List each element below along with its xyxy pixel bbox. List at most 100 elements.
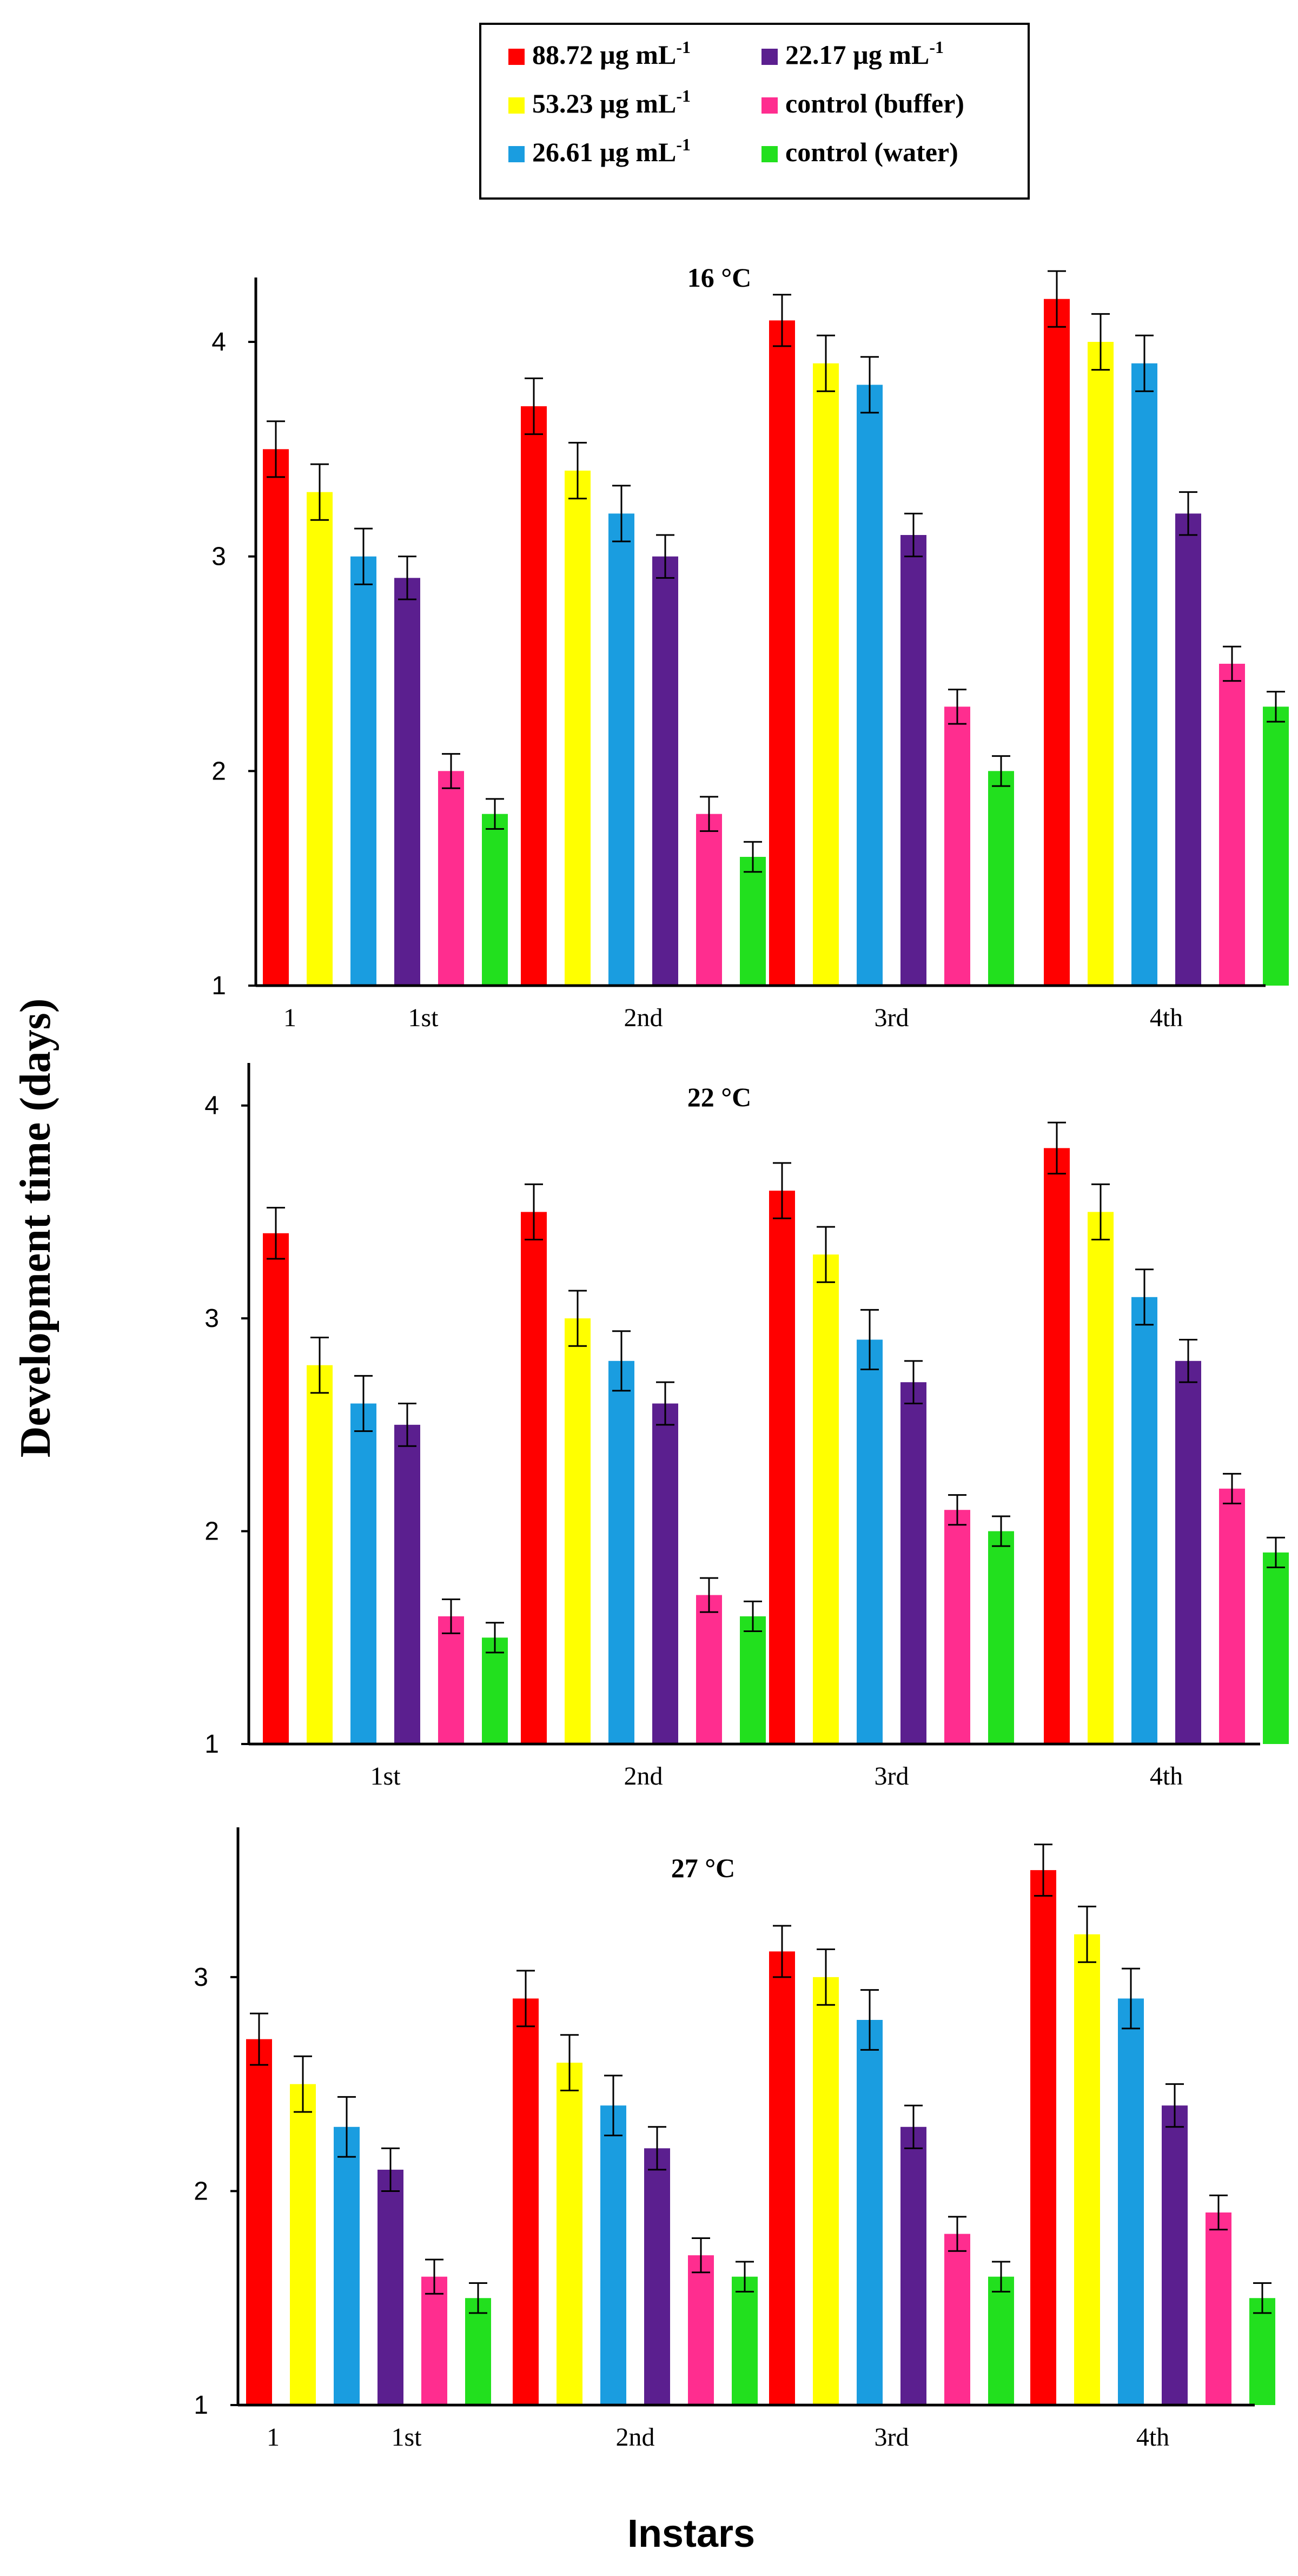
bar (769, 320, 795, 986)
bar (944, 1510, 970, 1744)
bar (1131, 1297, 1157, 1744)
bar (696, 1595, 722, 1744)
bar (438, 771, 464, 986)
legend-label-sup: -1 (929, 37, 944, 57)
bar (394, 1424, 420, 1744)
bar (513, 1998, 539, 2405)
y-tick-label: 1 (211, 972, 226, 1000)
bar (1162, 2105, 1188, 2405)
bar (740, 1616, 766, 1744)
legend-label-sup: -1 (676, 37, 691, 57)
x-tick-label: 2nd (616, 2423, 655, 2452)
legend-swatch (508, 97, 525, 114)
bar (1131, 363, 1157, 986)
x-tick-label: 4th (1150, 1762, 1183, 1791)
y-tick-label: 3 (204, 1304, 219, 1333)
x-tick-label: 1st (370, 1762, 401, 1791)
bar (900, 2126, 926, 2405)
legend-label: 53.23 µg mL-1 (532, 86, 691, 118)
bar (857, 1339, 883, 1744)
panel-title: 27 °C (671, 1853, 736, 1883)
y-tick-label: 3 (194, 1963, 208, 1992)
bar (465, 2298, 491, 2405)
bar (1263, 706, 1289, 986)
y-tick-label: 2 (194, 2177, 208, 2205)
legend: 88.72 µg mL-1 22.17 µg mL-1 53.23 µg mL-1 c… (479, 23, 1030, 200)
bar (652, 1403, 678, 1744)
panel-title: 16 °C (687, 262, 752, 293)
bar (350, 556, 376, 986)
bar (740, 857, 766, 986)
bar (813, 1254, 839, 1744)
legend-label: control (water) (785, 137, 958, 167)
x-axis-label: Instars (627, 2512, 755, 2555)
panel-title: 22 °C (687, 1082, 752, 1112)
bar (644, 2148, 670, 2405)
legend-swatch (761, 146, 778, 162)
bar (857, 2020, 883, 2405)
bar (1249, 2298, 1275, 2405)
bar (438, 1616, 464, 1744)
legend-label: 26.61 µg mL-1 (532, 135, 691, 167)
bar (557, 2063, 582, 2405)
bar (1118, 1998, 1144, 2405)
bar (1175, 1360, 1201, 1744)
x-tick-label: 1st (408, 1003, 439, 1032)
x-tick-label: 4th (1150, 1003, 1183, 1032)
y-tick-label: 1 (194, 2391, 208, 2420)
y-tick-label: 4 (204, 1092, 219, 1120)
bar (521, 1212, 547, 1744)
x-tick-label: 3rd (875, 2423, 909, 2452)
legend-swatch (761, 97, 778, 114)
x-tick-label: 3rd (875, 1762, 909, 1791)
bar (813, 1977, 839, 2405)
legend-swatch (508, 49, 525, 65)
bar (608, 1360, 634, 1744)
x-tick-label: 3rd (875, 1003, 909, 1032)
bar (944, 706, 970, 986)
bar (482, 1637, 508, 1744)
bar (334, 2126, 360, 2405)
bar (988, 1531, 1014, 1744)
bar (1044, 1148, 1070, 1744)
bar (1219, 1488, 1245, 1744)
y-tick-label: 2 (204, 1517, 219, 1546)
legend-label-sup: -1 (676, 86, 691, 105)
bar (1175, 513, 1201, 986)
bar (769, 1951, 795, 2405)
bar (1263, 1552, 1289, 1744)
chart-panel: 1 2 3 4 1st 2nd 3rd 4th 1 16 °C (211, 262, 1289, 1032)
bar (307, 1365, 333, 1744)
bar (988, 2276, 1014, 2405)
bar (263, 1233, 289, 1744)
bar (350, 1403, 376, 1744)
bar (1088, 342, 1114, 986)
y-tick-label: 2 (211, 757, 226, 785)
bar (1030, 1870, 1056, 2405)
bar (696, 814, 722, 986)
bar (421, 2276, 447, 2405)
legend-label: control (buffer) (785, 88, 964, 118)
y-tick-label: 4 (211, 328, 226, 356)
bar (732, 2276, 758, 2405)
bar (565, 1318, 591, 1744)
chart-panel: 1 2 3 1st 2nd 3rd 4th 1 27 °C (194, 1827, 1275, 2452)
bar (307, 492, 333, 986)
legend-label: 88.72 µg mL-1 (532, 37, 691, 70)
bar (394, 578, 420, 986)
y-tick-label: 3 (211, 543, 226, 571)
bar (1206, 2212, 1231, 2405)
x-tick-label-extra: 1 (267, 2423, 280, 2452)
legend-swatch (761, 49, 778, 65)
bar (988, 771, 1014, 986)
bar (1044, 299, 1070, 986)
x-tick-label: 4th (1136, 2423, 1169, 2452)
bar (1088, 1212, 1114, 1744)
bar (944, 2234, 970, 2405)
bar (290, 2084, 316, 2405)
bar (857, 385, 883, 986)
x-tick-label: 2nd (624, 1762, 663, 1791)
bar (521, 406, 547, 986)
